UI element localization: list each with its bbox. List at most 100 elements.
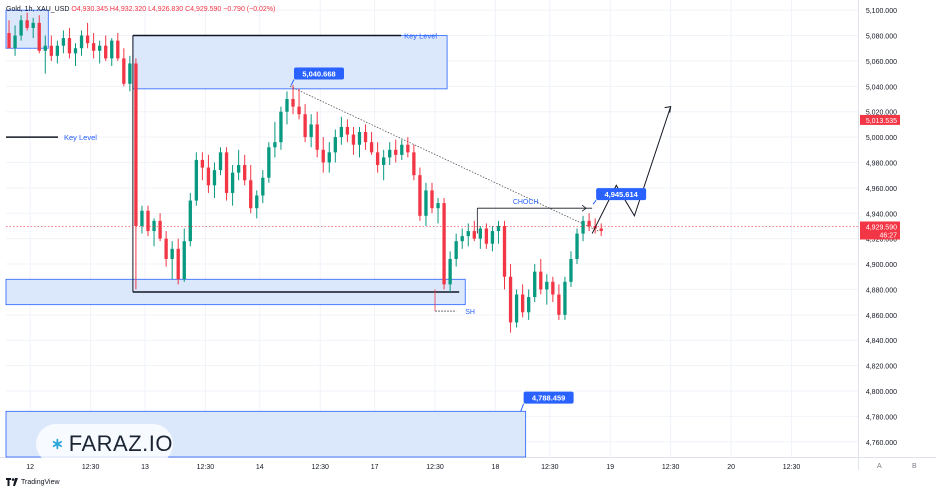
candle-body	[363, 132, 368, 143]
candle-body	[388, 149, 392, 158]
candle-body	[91, 43, 96, 51]
candle-body	[303, 114, 307, 138]
candle-body	[333, 137, 337, 153]
candle-body	[309, 124, 313, 138]
candle-body	[400, 144, 404, 155]
candle-body	[200, 159, 205, 168]
candle-body	[267, 147, 271, 178]
price-tick-label: 4,980.000	[866, 160, 897, 167]
candle-body	[158, 220, 162, 239]
candle-body	[533, 271, 537, 298]
low-badge-pointer	[520, 403, 525, 412]
candle-body	[327, 152, 331, 163]
time-tick-label: 12	[26, 464, 34, 471]
candle-body	[128, 63, 132, 84]
log-scale-button[interactable]: B	[912, 463, 917, 470]
candle-body	[351, 134, 356, 145]
candle-body	[412, 152, 416, 176]
time-tick-label: 20	[727, 464, 735, 471]
faraz-watermark: FARAZ.IO	[36, 424, 173, 464]
candle-body	[140, 210, 144, 226]
marker-price-bg	[860, 114, 900, 125]
time-tick-label: 13	[141, 464, 149, 471]
candle-body	[527, 297, 531, 313]
candle-body	[19, 20, 23, 36]
candle-body	[478, 228, 483, 239]
candle-body	[514, 294, 519, 323]
candle-body	[460, 236, 464, 242]
candle-body	[176, 248, 180, 280]
candle-body	[545, 281, 549, 290]
candle-body	[587, 220, 591, 226]
candle-body	[375, 152, 380, 166]
time-tick-label: 12:30	[311, 464, 329, 471]
candle-body	[279, 111, 283, 143]
candles-group	[7, 12, 603, 333]
candle-body	[13, 35, 17, 49]
candle-body	[436, 203, 440, 209]
candle-body	[581, 220, 585, 234]
candle-body	[170, 248, 174, 259]
candle-body	[551, 281, 555, 295]
candle-body	[472, 231, 476, 239]
candle-body	[97, 45, 102, 51]
price-tick-label: 4,860.000	[866, 313, 897, 320]
candle-body	[110, 40, 114, 59]
tradingview-footer[interactable]: TradingView	[6, 478, 60, 486]
candle-body	[557, 294, 561, 315]
candle-body	[122, 58, 126, 84]
tradingview-brand: TradingView	[21, 478, 60, 486]
time-tick-label: 19	[606, 464, 614, 471]
candle-body	[236, 165, 241, 173]
candle-body	[448, 258, 452, 285]
time-tick-label: 12:30	[783, 464, 801, 471]
countdown-label: 46:27	[879, 232, 897, 239]
time-tick-label: 12:30	[426, 464, 444, 471]
candle-body	[569, 258, 573, 282]
projection-path	[591, 106, 672, 234]
candle-body	[430, 190, 434, 209]
candle-body	[31, 22, 35, 28]
watermark-text: FARAZ.IO	[68, 431, 173, 456]
projection-arrowhead	[664, 106, 672, 113]
choch-badge-pointer	[592, 199, 597, 205]
time-tick-label: 14	[256, 464, 264, 471]
candle-body	[315, 124, 319, 150]
close-value: C4,929.590	[185, 6, 222, 13]
candle-body	[297, 106, 301, 115]
candle-body	[339, 126, 344, 138]
price-tick-label: 4,780.000	[866, 414, 897, 421]
auto-scale-button[interactable]: A	[877, 463, 882, 470]
price-tick-label: 4,940.000	[866, 211, 897, 218]
candle-body	[43, 45, 47, 51]
candle-body	[508, 276, 513, 323]
candle-body	[563, 281, 567, 315]
candle-body	[249, 180, 253, 209]
candle-body	[291, 99, 295, 107]
open-value: O4,930.345	[71, 6, 108, 13]
candle-body	[599, 228, 603, 232]
low-price-badge-bg	[523, 391, 574, 404]
symbol-label[interactable]: Gold, 1h, XAU_USD	[6, 6, 70, 13]
price-tick-label: 4,760.000	[866, 440, 897, 447]
candle-body	[218, 152, 223, 171]
candle-body	[466, 231, 470, 237]
high-badge-pointer	[290, 79, 295, 86]
candle-body	[418, 175, 422, 216]
time-tick-label: 12:30	[662, 464, 680, 471]
time-tick-label: 12:30	[82, 464, 100, 471]
price-tick-label: 4,820.000	[866, 364, 897, 371]
candle-body	[255, 195, 259, 209]
key-level-label-top: Key Level	[404, 32, 437, 41]
price-tick-label: 4,800.000	[866, 389, 897, 396]
high-price-badge-bg	[294, 67, 344, 80]
choch-price-badge: 4,945.614	[604, 190, 638, 199]
candle-body	[490, 231, 495, 244]
choch-price-badge-bg	[596, 188, 647, 201]
choch-arrowhead	[581, 204, 587, 212]
low-value: L4,926.830	[148, 6, 184, 13]
sh-label: SH	[465, 309, 475, 316]
candle-body	[49, 45, 53, 56]
tradingview-logo-icon	[6, 478, 18, 486]
